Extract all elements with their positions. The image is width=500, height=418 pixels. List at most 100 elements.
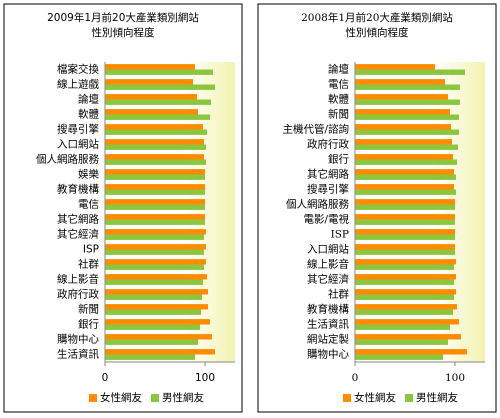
y-tick-label: 線上影音 (307, 258, 349, 271)
y-tick-label: 娛樂 (78, 168, 99, 181)
y-tick-label: 生活資訊 (57, 348, 99, 361)
y-tick-label: 購物中心 (57, 333, 99, 346)
bar (355, 159, 457, 165)
bar (105, 84, 215, 90)
bar (355, 79, 445, 85)
y-tick-label: ISP (83, 244, 99, 256)
plot-area (355, 62, 485, 362)
legend-swatch (405, 394, 413, 402)
bar (105, 204, 205, 210)
y-tick-label: 軟體 (78, 108, 99, 121)
bar (355, 334, 461, 340)
bar (355, 204, 455, 210)
bar (105, 264, 204, 270)
bar (355, 144, 458, 150)
bar (105, 154, 204, 160)
bar (355, 234, 455, 240)
y-tick-label: 搜尋引擎 (57, 123, 99, 136)
bar (355, 289, 456, 295)
bar (105, 309, 201, 315)
bar (105, 114, 210, 120)
bar (105, 324, 200, 330)
chart-title: 2009年1月前20大產業類別網站 (47, 11, 199, 24)
bar (355, 309, 453, 315)
chart-subtitle: 性別傾向程度 (92, 26, 155, 39)
bar (355, 94, 448, 100)
bar (105, 64, 195, 70)
bar (355, 324, 450, 330)
bar (355, 319, 459, 325)
y-tick-label: 線上遊戲 (57, 78, 99, 91)
y-tick-label: 主機代管/諮詢 (282, 123, 349, 136)
bar (355, 274, 456, 280)
bar (355, 169, 454, 175)
y-tick-label: 個人網路服務 (36, 153, 99, 166)
y-tick-label: 入口網站 (57, 138, 99, 151)
bar (105, 69, 213, 75)
bar (355, 99, 460, 105)
y-tick-label: 其它經濟 (307, 273, 349, 286)
legend-label: 女性網友 (354, 391, 396, 404)
legend-label: 男性網友 (416, 391, 458, 404)
bar (355, 354, 443, 360)
y-tick-label: 銀行 (78, 318, 99, 331)
bar (105, 94, 197, 100)
bar (105, 274, 207, 280)
y-tick-label: 電影/電視 (303, 213, 349, 226)
bar (105, 124, 203, 130)
y-tick-label: 教育機構 (307, 303, 349, 316)
bar (105, 99, 211, 105)
bar (105, 144, 206, 150)
legend-swatch (343, 394, 351, 402)
y-tick-label: 電信 (78, 199, 99, 211)
bar (105, 129, 207, 135)
bar (105, 109, 198, 115)
bar (355, 279, 454, 285)
bar (105, 234, 204, 240)
y-tick-label: 入口網站 (307, 243, 349, 256)
bar (355, 294, 454, 300)
y-tick-label: 搜尋引擎 (307, 183, 349, 196)
y-tick-label: 個人網路服務 (286, 198, 349, 211)
plot-area (105, 62, 235, 362)
bar (105, 244, 206, 250)
x-tick-label: 0 (352, 372, 359, 384)
y-tick-label: 其它網路 (57, 213, 99, 226)
legend-label: 女性網友 (100, 391, 142, 404)
y-tick-label: 新聞 (78, 303, 99, 316)
bar (105, 304, 208, 310)
y-tick-label: 論壇 (328, 63, 349, 76)
chart: 2008年1月前20大產業類別網站性別傾向程度論壇電信軟體新聞主機代管/諮詢政府… (257, 3, 497, 413)
bar (355, 264, 454, 270)
bar (105, 199, 205, 205)
bar (105, 319, 210, 325)
chart-subtitle: 性別傾向程度 (346, 26, 409, 39)
bar (105, 79, 193, 85)
bar (105, 169, 205, 175)
legend-swatch (89, 394, 97, 402)
bar (105, 184, 205, 190)
legend-label: 男性網友 (162, 391, 204, 404)
bar (105, 259, 206, 265)
y-tick-label: 生活資訊 (307, 318, 349, 331)
bar (355, 84, 460, 90)
bar (105, 189, 205, 195)
bar (105, 174, 205, 180)
y-tick-label: 政府行政 (57, 288, 99, 301)
bar (105, 294, 202, 300)
bar (355, 129, 459, 135)
bar (355, 154, 453, 160)
bar (355, 244, 455, 250)
bar (105, 219, 205, 225)
x-tick-label: 100 (445, 372, 465, 384)
bar (355, 69, 465, 75)
bar (105, 214, 205, 220)
y-tick-label: 銀行 (328, 153, 349, 166)
y-tick-label: 電信 (328, 79, 349, 91)
y-tick-label: 社群 (78, 258, 99, 271)
bar (105, 279, 203, 285)
bar (355, 189, 456, 195)
chart-title: 2008年1月前20大產業類別網站 (301, 11, 453, 24)
y-tick-label: 其它網路 (307, 168, 349, 181)
